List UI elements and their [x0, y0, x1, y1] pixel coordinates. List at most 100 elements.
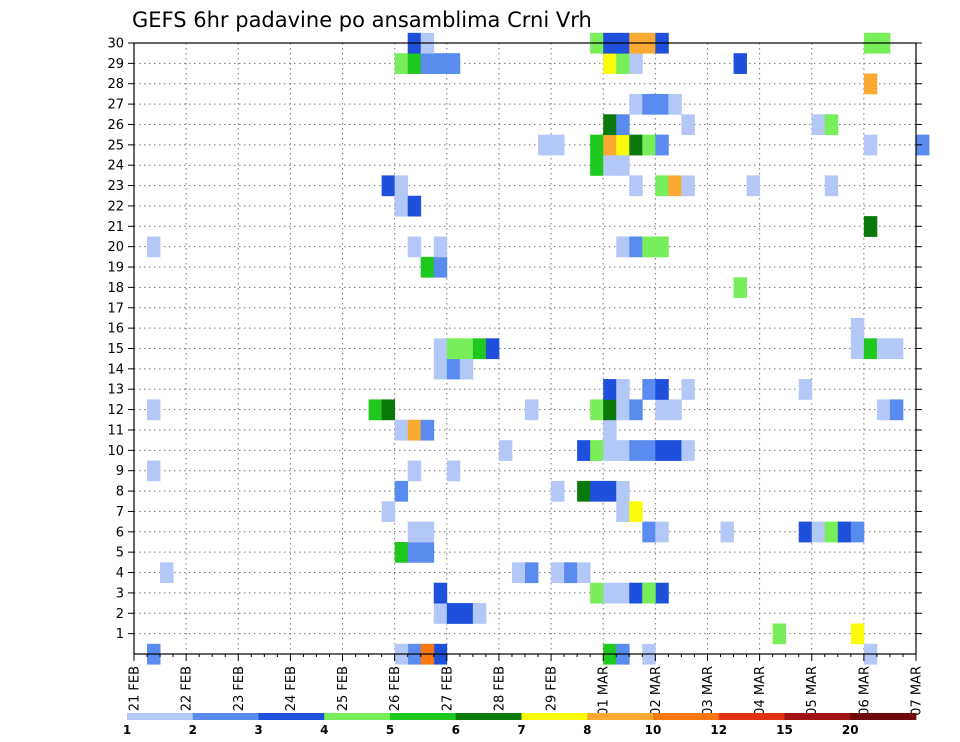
data-cell [603, 419, 617, 441]
colorbar-swatch [324, 713, 391, 720]
y-tick-label: 5 [116, 546, 124, 561]
data-cell [616, 440, 630, 461]
data-cell [407, 236, 422, 258]
data-cell [642, 134, 656, 156]
data-cell [525, 399, 539, 421]
colorbar-label: 2 [189, 723, 197, 737]
y-tick-label: 22 [107, 199, 124, 214]
colorbar-swatch [718, 713, 785, 720]
y-tick-label: 19 [107, 261, 124, 276]
data-cell [837, 521, 852, 543]
y-tick-label: 7 [116, 505, 124, 520]
data-cell [642, 236, 656, 258]
y-tick-label: 14 [107, 362, 124, 377]
data-cell [850, 623, 865, 645]
x-tick-label: 26 FEB [388, 666, 403, 711]
colorbar-label: 10 [645, 723, 662, 737]
data-cell [733, 53, 747, 74]
data-cell [603, 399, 617, 421]
data-cell [459, 358, 474, 380]
data-cell [420, 256, 435, 278]
y-tick-label: 23 [107, 179, 124, 194]
x-axis: 21 FEB 22 FEB 23 FEB 24 FEB 25 FEB 26 FEB 27 F… [128, 654, 925, 716]
y-tick-label: 3 [116, 586, 124, 601]
data-cell [394, 541, 409, 563]
data-cell [616, 379, 630, 400]
colorbar-label: 3 [254, 723, 262, 737]
data-cell [629, 134, 643, 156]
data-cell [616, 155, 630, 176]
data-cell [824, 114, 839, 136]
x-tick-label: 25 FEB [336, 666, 351, 711]
data-cell [577, 562, 591, 584]
colorbar-label: 7 [517, 723, 525, 737]
data-cell [577, 440, 591, 461]
colorbar-swatch [784, 713, 851, 720]
data-cell [433, 338, 448, 360]
data-cell [564, 562, 578, 584]
y-tick-label: 21 [107, 220, 124, 235]
data-cell [394, 419, 409, 441]
colorbar-label: 12 [710, 723, 727, 737]
data-cell [629, 236, 643, 258]
data-cell [772, 623, 787, 645]
chart-title: GEFS 6hr padavine po ansamblima Crni Vrh [132, 8, 592, 32]
colorbar-swatch [653, 713, 720, 720]
data-cell [824, 175, 839, 197]
colorbar-label: 5 [386, 723, 394, 737]
colorbar-label: 4 [320, 723, 328, 737]
colorbar-swatch [587, 713, 654, 720]
data-cell [681, 114, 695, 136]
x-tick-label: 21 FEB [128, 666, 143, 711]
data-cell [603, 155, 617, 176]
data-cell [590, 480, 604, 502]
colorbar-swatch [455, 713, 522, 720]
x-tick-label: 03 MAR [701, 666, 716, 716]
y-tick-label: 6 [116, 525, 124, 540]
data-cell [485, 338, 500, 360]
x-tick-label: 05 MAR [805, 666, 820, 716]
data-cell [147, 460, 161, 482]
data-cell [655, 134, 669, 156]
colorbar-swatch [521, 713, 588, 720]
x-tick-label: 06 MAR [857, 666, 872, 716]
data-cell [876, 338, 891, 360]
data-cell [407, 195, 422, 217]
y-tick-label: 27 [107, 98, 124, 113]
data-cell [668, 399, 682, 421]
data-cell [798, 521, 813, 543]
data-cell [655, 175, 669, 197]
y-tick-label: 18 [107, 281, 124, 296]
data-cell [642, 440, 656, 461]
data-cell [407, 419, 422, 441]
data-cell [629, 53, 643, 74]
x-tick-label: 24 FEB [284, 666, 299, 711]
y-tick-label: 12 [107, 403, 124, 418]
data-cell [147, 399, 161, 421]
data-cell [603, 480, 617, 502]
data-cell [889, 338, 904, 360]
data-cell [381, 399, 396, 421]
data-cell [681, 175, 695, 197]
colorbar-label: 6 [452, 723, 460, 737]
x-tick-label: 07 MAR [910, 666, 925, 716]
colorbar: 1 2 3 4 5 6 7 8 10 12 15 20 [123, 713, 917, 737]
data-cell [642, 521, 656, 543]
y-tick-label: 16 [107, 322, 124, 337]
colorbar-label: 15 [776, 723, 793, 737]
data-cell [876, 399, 891, 421]
data-cell [590, 399, 604, 421]
data-cell [668, 440, 682, 461]
data-cell [511, 562, 526, 584]
y-tick-label: 28 [107, 77, 124, 92]
data-cell [590, 582, 604, 604]
data-cell [394, 480, 409, 502]
data-cell [551, 562, 565, 584]
data-cell [655, 582, 669, 604]
data-cell [381, 175, 396, 197]
data-cell [616, 501, 630, 523]
data-cell [629, 501, 643, 523]
data-cell [394, 175, 409, 197]
data-cell [590, 440, 604, 461]
data-cell [616, 399, 630, 421]
